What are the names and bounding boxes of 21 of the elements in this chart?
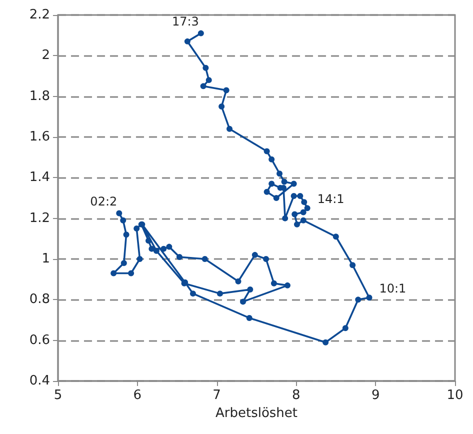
x-axis-title: Arbetslöshet bbox=[215, 406, 298, 421]
annotation: 02:2 bbox=[90, 194, 118, 208]
x-tick-label: 7 bbox=[212, 388, 221, 403]
y-tick-label: 0.8 bbox=[29, 292, 50, 308]
y-tick-label: 1.6 bbox=[29, 130, 50, 144]
y-tick-label: 1 bbox=[42, 252, 50, 266]
x-tick-label: 8 bbox=[292, 388, 300, 403]
y-tick-label: 1.8 bbox=[29, 88, 50, 104]
annotation: 14:1 bbox=[317, 192, 344, 206]
y-tick-label: 0.4 bbox=[29, 374, 50, 388]
y-tick-label: 2.2 bbox=[29, 8, 50, 22]
y-tick-label: 0.6 bbox=[29, 332, 50, 348]
y-tick-label: 1.4 bbox=[29, 170, 50, 186]
x-tick-label: 5 bbox=[54, 388, 62, 403]
annotation: 17:3 bbox=[172, 14, 199, 28]
y-tick-label: 1.2 bbox=[29, 210, 50, 226]
y-tick-label: 2 bbox=[42, 48, 50, 64]
annotation: 10:1 bbox=[379, 282, 406, 296]
x-tick-label: 9 bbox=[371, 388, 380, 403]
x-tick-label: 10 bbox=[446, 388, 464, 403]
x-tick-label: 6 bbox=[133, 388, 142, 403]
